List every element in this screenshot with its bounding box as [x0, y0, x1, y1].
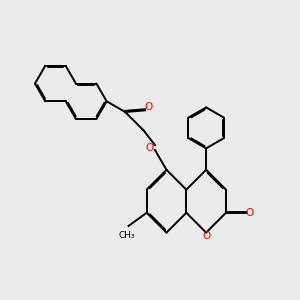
Text: O: O — [144, 102, 152, 112]
Text: O: O — [245, 208, 253, 218]
Text: CH₃: CH₃ — [118, 231, 135, 240]
Text: O: O — [146, 143, 154, 153]
Text: O: O — [202, 231, 210, 241]
